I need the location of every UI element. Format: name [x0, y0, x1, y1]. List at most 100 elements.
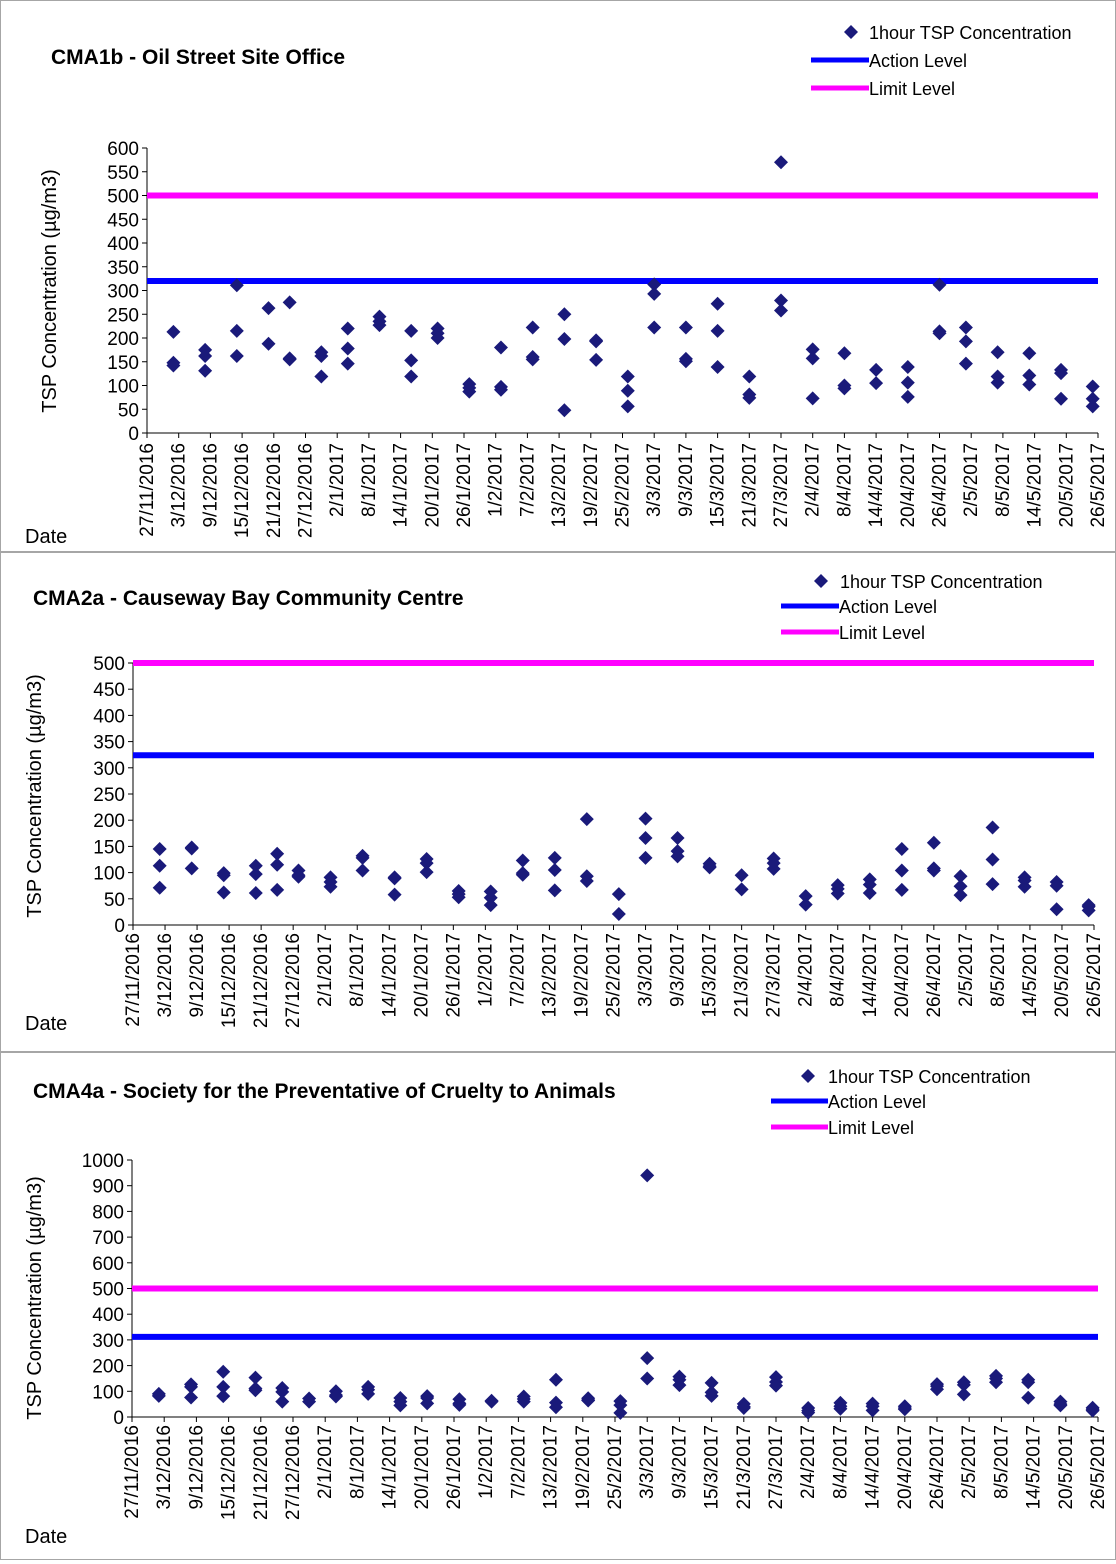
data-point	[611, 906, 626, 921]
plot-area: 0 100 200 300 400 500 600 700 800 900 1000 27/11/20…	[82, 1151, 1109, 1520]
x-tick-label: 8/1/2017	[347, 933, 368, 1007]
data-point	[328, 1389, 343, 1404]
data-point	[404, 369, 419, 384]
x-tick-label: 19/2/2017	[573, 1425, 594, 1510]
data-point	[930, 1382, 944, 1397]
data-point	[678, 320, 693, 335]
data-point	[270, 846, 285, 861]
data-point	[956, 1387, 971, 1402]
x-tick-label: 8/4/2017	[828, 933, 849, 1007]
x-tick-label: 14/5/2017	[1024, 1425, 1045, 1510]
x-tick-label: 7/2/2017	[517, 443, 538, 517]
y-tick-label: 500	[92, 1280, 124, 1301]
data-point	[990, 375, 1005, 390]
data-point	[640, 1168, 655, 1183]
data-point	[710, 323, 725, 338]
data-point	[670, 849, 685, 864]
data-point	[638, 850, 653, 865]
x-tick-label: 13/2/2017	[541, 1425, 562, 1510]
x-tick-label: 26/1/2017	[443, 933, 464, 1018]
data-point	[897, 1402, 912, 1417]
x-tick-label: 21/3/2017	[732, 933, 753, 1018]
data-point	[1021, 1390, 1036, 1405]
data-point	[166, 324, 181, 339]
x-tick-label: 2/5/2017	[956, 933, 977, 1007]
data-point	[184, 861, 199, 876]
data-point	[613, 1398, 628, 1413]
x-tick-label: 26/4/2017	[930, 443, 951, 528]
y-tick-label: 350	[107, 258, 139, 279]
x-tick-label: 27/12/2016	[283, 933, 304, 1028]
x-tick-label: 14/5/2017	[1020, 933, 1041, 1018]
data-point	[387, 887, 402, 902]
x-tick-label: 14/4/2017	[860, 933, 881, 1018]
x-tick-label: 8/1/2017	[359, 443, 380, 517]
x-tick-label: 15/3/2017	[700, 933, 721, 1018]
data-point	[869, 376, 884, 391]
data-point	[926, 863, 941, 878]
data-point	[611, 887, 626, 902]
x-tick-label: 19/2/2017	[581, 443, 602, 528]
data-point	[152, 858, 167, 873]
x-tick-label: 9/3/2017	[668, 933, 689, 1007]
data-point	[932, 277, 947, 292]
x-tick-label: 25/2/2017	[604, 933, 625, 1018]
x-tick-label: 21/12/2016	[251, 933, 272, 1028]
x-tick-label: 27/3/2017	[766, 1425, 787, 1510]
data-point	[314, 369, 329, 384]
data-point	[282, 295, 297, 310]
legend-point-label: 1hour TSP Concentration	[840, 572, 1042, 592]
data-point	[953, 879, 968, 894]
data-point	[734, 868, 749, 883]
y-tick-label: 300	[107, 282, 139, 303]
x-tick-label: 7/2/2017	[507, 933, 528, 1007]
x-tick-label: 8/1/2017	[347, 1425, 368, 1499]
x-tick-label: 27/11/2016	[137, 443, 158, 537]
data-point	[900, 389, 915, 404]
legend: 1hour TSP Concentration Action Level Lim…	[781, 572, 1042, 643]
data-point	[462, 384, 477, 399]
data-point	[229, 278, 244, 293]
data-point	[420, 1396, 435, 1411]
x-tick-label: 26/5/2017	[1088, 443, 1109, 528]
data-point	[830, 886, 845, 901]
data-point	[704, 1388, 719, 1403]
legend: 1hour TSP Concentration Action Level Lim…	[811, 23, 1071, 99]
y-tick-label: 350	[93, 733, 125, 754]
data-point	[620, 399, 635, 414]
data-point	[275, 1384, 290, 1399]
data-point	[525, 320, 540, 335]
x-tick-label: 15/12/2016	[219, 1425, 240, 1520]
x-tick-label: 15/12/2016	[219, 933, 240, 1028]
x-tick-label: 9/3/2017	[676, 443, 697, 517]
legend-action-label: Action Level	[869, 51, 967, 71]
data-point	[958, 320, 973, 335]
x-tick-label: 15/3/2017	[708, 443, 729, 528]
data-point	[525, 352, 540, 367]
data-point	[613, 1405, 628, 1420]
data-point	[404, 323, 419, 338]
y-tick-label: 500	[93, 654, 125, 675]
data-point	[894, 842, 909, 857]
data-point	[1054, 391, 1069, 406]
y-tick-label: 450	[107, 210, 139, 231]
data-point	[734, 882, 749, 897]
x-tick-label: 26/4/2017	[924, 933, 945, 1018]
x-tick-label: 2/5/2017	[959, 1425, 980, 1499]
legend-point-label: 1hour TSP Concentration	[869, 23, 1071, 43]
y-axis-label: TSP Concentration (µg/m3)	[24, 1176, 46, 1419]
y-tick-label: 450	[93, 680, 125, 701]
x-tick-label: 2/4/2017	[798, 1425, 819, 1499]
x-axis-label: Date	[25, 1013, 67, 1035]
data-point	[672, 1378, 687, 1393]
data-point	[548, 1400, 563, 1415]
data-point	[483, 890, 498, 905]
x-tick-label: 20/5/2017	[1056, 1425, 1077, 1510]
x-tick-label: 21/3/2017	[739, 443, 760, 528]
chart-panel-cma4a: CMA4a - Society for the Preventative of …	[0, 1052, 1116, 1560]
data-point	[516, 1394, 531, 1409]
data-point	[515, 853, 530, 868]
x-tick-label: 14/4/2017	[863, 1425, 884, 1510]
data-point	[452, 1397, 467, 1412]
data-point	[198, 349, 213, 364]
